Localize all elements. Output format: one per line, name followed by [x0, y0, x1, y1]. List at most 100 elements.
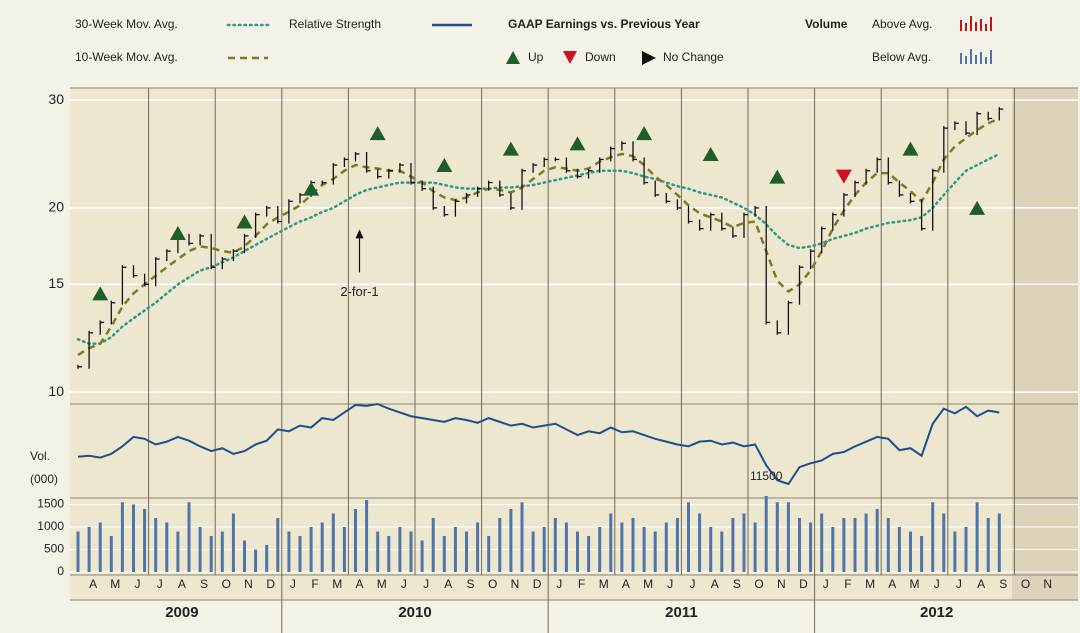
volume-bar	[442, 536, 446, 572]
price-bar	[88, 330, 94, 369]
month-label: J	[556, 577, 562, 591]
month-label: A	[622, 577, 630, 591]
volume-bar	[897, 527, 901, 572]
price-bar	[665, 192, 671, 204]
price-bar	[266, 205, 271, 217]
price-bar	[365, 151, 371, 173]
earnings-marker	[769, 169, 786, 184]
month-label: O	[222, 577, 231, 591]
volume-bar	[620, 522, 624, 572]
legend-nochange: No Change	[663, 50, 724, 64]
price-bar	[410, 163, 415, 185]
month-label: M	[377, 577, 387, 591]
volume-bars	[76, 496, 1001, 572]
price-bar	[254, 212, 260, 238]
legend-ma10: 10-Week Mov. Avg.	[75, 50, 178, 64]
month-label: S	[200, 577, 208, 591]
price-bar	[155, 257, 160, 287]
month-label: O	[1021, 577, 1030, 591]
volume-bar	[376, 531, 380, 572]
price-bar	[832, 212, 837, 231]
price-bar	[277, 205, 282, 224]
month-label: N	[777, 577, 786, 591]
earnings-marker	[236, 214, 253, 229]
vol-tick-label: 0	[57, 564, 64, 578]
month-label: A	[89, 577, 97, 591]
price-bar	[554, 157, 560, 162]
price-bar	[432, 186, 438, 210]
price-bar	[621, 141, 626, 151]
volume-bar	[653, 531, 657, 572]
volume-bar	[753, 522, 757, 572]
volume-bar	[664, 522, 668, 572]
future-area	[1012, 88, 1078, 600]
legend-ma30: 30-Week Mov. Avg.	[75, 17, 178, 31]
price-bar	[865, 168, 871, 185]
price-bar	[166, 249, 171, 262]
price-bar	[476, 186, 482, 197]
month-label: M	[643, 577, 653, 591]
legend-above: Above Avg.	[872, 17, 933, 31]
volume-bar	[187, 502, 191, 572]
legend-nochange-icon	[642, 51, 656, 65]
volume-bar	[509, 509, 513, 572]
volume-bar	[986, 518, 990, 572]
price-bar	[521, 168, 526, 210]
month-label: J	[157, 577, 163, 591]
price-bar	[388, 168, 393, 179]
price-bar	[121, 265, 127, 305]
volume-bar	[964, 527, 968, 572]
month-label: D	[799, 577, 808, 591]
price-bar	[488, 180, 493, 191]
price-bar	[232, 249, 238, 262]
volume-bar	[420, 540, 424, 572]
price-bar	[743, 212, 748, 238]
legend-above-icon	[960, 16, 992, 31]
price-bar	[854, 180, 859, 197]
month-label: D	[266, 577, 275, 591]
earnings-marker	[303, 181, 320, 196]
price-bar	[998, 107, 1004, 121]
volume-bar	[220, 531, 224, 572]
rs-line	[77, 402, 1000, 486]
volume-bar	[354, 509, 357, 572]
price-bar	[377, 168, 382, 179]
ma30-line	[76, 152, 1001, 345]
volume-bar	[465, 531, 468, 572]
price-bar	[687, 205, 693, 224]
volume-bar	[909, 531, 912, 572]
price-bar	[510, 192, 515, 210]
year-label: 2010	[398, 604, 431, 621]
volume-bar	[820, 513, 824, 572]
price-bar	[987, 111, 993, 121]
month-label: N	[244, 577, 253, 591]
price-bar	[343, 157, 349, 168]
volume-bar	[398, 527, 402, 572]
price-bar	[132, 265, 138, 278]
volume-bar	[143, 509, 147, 572]
volume-label: Vol.	[30, 449, 50, 463]
earnings-marker	[502, 141, 519, 156]
volume-bar	[298, 536, 302, 572]
price-bar	[643, 157, 649, 185]
month-label: S	[733, 577, 741, 591]
volume-bar	[176, 531, 180, 572]
price-bar	[654, 180, 660, 197]
price-bar	[354, 151, 360, 162]
price-bar	[199, 233, 205, 246]
price-bar	[221, 257, 227, 270]
month-label: J	[823, 577, 829, 591]
legend-below-icon	[960, 49, 992, 64]
volume-bar	[931, 502, 935, 572]
price-bar	[321, 180, 327, 185]
month-label: M	[110, 577, 120, 591]
annotation: 11500	[750, 469, 783, 483]
price-bar	[421, 180, 427, 191]
price-bar	[77, 364, 82, 369]
volume-bar	[709, 527, 713, 572]
volume-bar	[231, 513, 235, 572]
month-label: J	[956, 577, 962, 591]
volume-bar	[698, 513, 702, 572]
volume-bar	[453, 527, 457, 572]
